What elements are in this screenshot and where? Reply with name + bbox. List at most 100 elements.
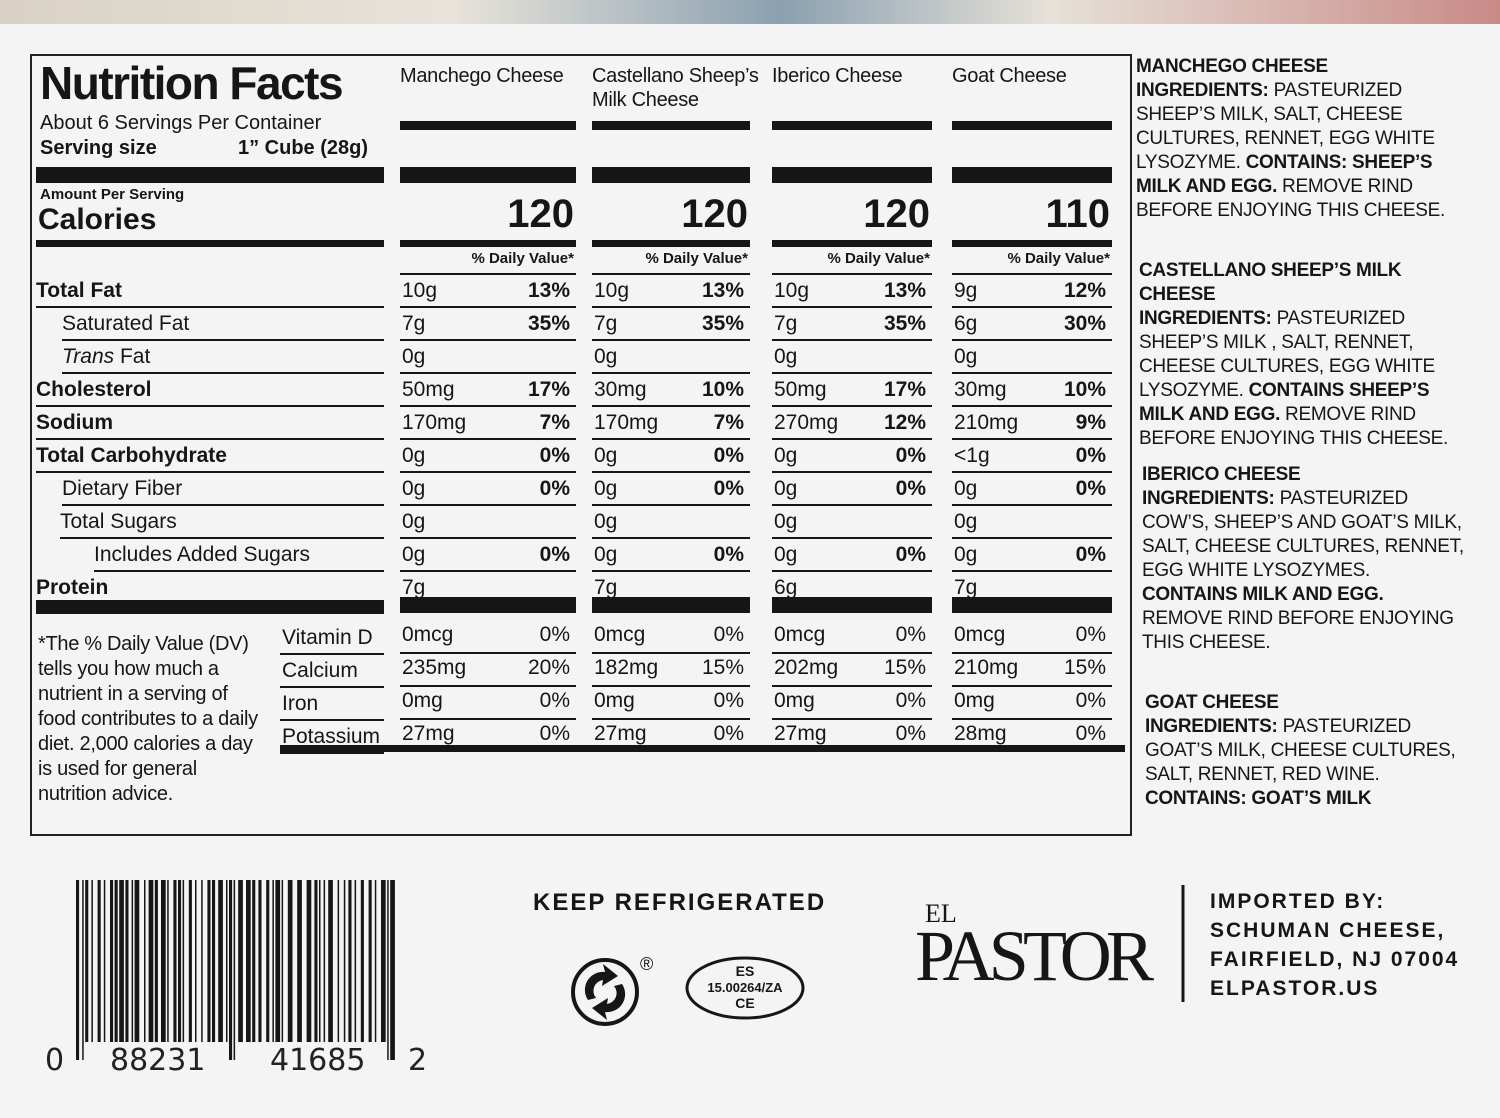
daily-value: 13%: [527, 279, 570, 302]
daily-value: 0%: [539, 477, 570, 500]
rule: [36, 438, 384, 440]
amount: 0g: [594, 345, 618, 368]
amount: 28mg: [954, 722, 1007, 745]
amount: 10g: [774, 279, 810, 302]
daily-value: 0%: [1075, 722, 1106, 745]
rule: [952, 438, 1112, 440]
barcode-bar: [188, 880, 192, 1042]
rule: [280, 653, 384, 655]
nutrient-name: Trans Fat: [62, 345, 150, 369]
rule: [772, 652, 932, 654]
daily-value-header: % Daily Value*: [645, 250, 748, 267]
amount: 0g: [594, 543, 618, 566]
daily-value: 0%: [539, 722, 570, 745]
calories: 120: [863, 192, 930, 236]
daily-value: 0%: [713, 689, 744, 712]
rule: [952, 121, 1112, 130]
amount: 0g: [774, 444, 798, 467]
rule: [36, 405, 384, 407]
rule: [772, 405, 932, 407]
barcode-bar: [229, 880, 233, 1060]
ingredient-contains: CONTAINS MILK AND EGG.: [1142, 584, 1384, 605]
barcode-bar: [328, 880, 333, 1042]
rule: [62, 339, 384, 341]
calories: 120: [507, 192, 574, 236]
rule: [400, 339, 576, 341]
amount: 0mg: [594, 689, 635, 712]
ingredient-heading: MANCHEGO CHEESE: [1136, 56, 1328, 77]
rule: [772, 570, 932, 572]
amount: 0g: [954, 477, 978, 500]
rule: [952, 167, 1112, 183]
rule: [772, 167, 932, 183]
amount: <1g: [954, 444, 990, 467]
storage: KEEP REFRIGERATED: [533, 889, 826, 916]
barcode-bar: [252, 880, 256, 1042]
ingredient-text: PASTEURIZED SHEEP’S MILK, SALT, CHEESE C…: [1136, 80, 1435, 173]
title: Nutrition Facts: [40, 57, 344, 109]
amount: 0g: [402, 510, 426, 533]
nutrient-name: Dietary Fiber: [62, 477, 183, 500]
rule: [400, 570, 576, 572]
rule: [952, 372, 1112, 374]
amount: 270mg: [774, 411, 839, 434]
amount: 0g: [774, 543, 798, 566]
amount: 0mcg: [774, 623, 826, 646]
calories: 120: [681, 192, 748, 236]
rule: [400, 167, 576, 183]
barcode-bar: [306, 880, 312, 1042]
rule: [772, 597, 932, 613]
barcode-bar: [134, 880, 140, 1042]
nutrient-name: Saturated Fat: [62, 312, 190, 335]
amount: 0mcg: [954, 623, 1006, 646]
product-name: Castellano Sheep’s Milk Cheese: [592, 65, 759, 111]
barcode-bar: [161, 880, 166, 1042]
amount: 0g: [402, 444, 426, 467]
daily-value: 35%: [701, 312, 744, 335]
barcode-bar: [85, 880, 89, 1042]
barcode-bar: [148, 880, 154, 1042]
daily-value: 0%: [1075, 444, 1106, 467]
rule: [592, 537, 750, 539]
rule: [400, 718, 576, 720]
rule: [400, 372, 576, 374]
rule: [952, 685, 1112, 687]
barcode-bar: [154, 880, 158, 1042]
rule: [400, 405, 576, 407]
daily-value-header: % Daily Value*: [1007, 250, 1110, 267]
barcode-bar: [337, 880, 340, 1042]
daily-value: 0%: [1075, 477, 1106, 500]
amount: 50mg: [402, 378, 455, 401]
barcode-bar: [319, 880, 321, 1042]
product-name: Manchego Cheese: [400, 65, 564, 87]
rule: [592, 438, 750, 440]
rule: [592, 167, 750, 183]
barcode-bar: [258, 880, 262, 1042]
amount: 7g: [594, 576, 618, 599]
footnote: *The % Daily Value (DV) tells you how mu…: [38, 633, 258, 805]
rule: [952, 306, 1112, 308]
amount-per-serving: Amount Per Serving: [40, 186, 185, 203]
amount: 210mg: [954, 656, 1019, 679]
vitamin-name: Vitamin D: [282, 626, 373, 649]
recycle-icon: [571, 958, 639, 1026]
daily-value: 0%: [895, 444, 926, 467]
daily-value: 10%: [701, 378, 744, 401]
rule: [400, 438, 576, 440]
rule: [36, 600, 384, 614]
daily-value: 0%: [539, 623, 570, 646]
daily-value: 0%: [539, 444, 570, 467]
rule: [592, 240, 750, 247]
daily-value: 0%: [1075, 543, 1106, 566]
barcode-bar: [201, 880, 203, 1042]
rule: [400, 537, 576, 539]
ingredient-contains: CONTAINS SHEEP’S MILK AND EGG.: [1139, 380, 1430, 425]
amount: 10g: [402, 279, 438, 302]
daily-value: 15%: [1063, 656, 1106, 679]
rule: [280, 745, 1125, 752]
rule: [280, 719, 384, 721]
barcode-bar: [178, 880, 182, 1042]
nutrient-name: Total Sugars: [60, 510, 177, 533]
nutrient-name: Includes Added Sugars: [94, 543, 310, 566]
